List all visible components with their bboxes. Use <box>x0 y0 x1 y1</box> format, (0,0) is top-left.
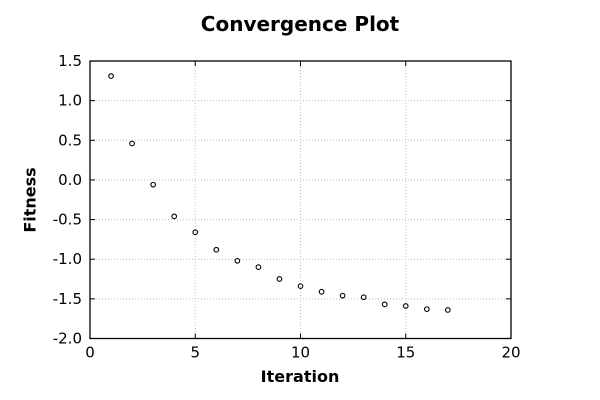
data-point-marker <box>171 213 178 220</box>
chart-title: Convergence Plot <box>200 12 400 36</box>
data-point-marker <box>360 294 367 301</box>
data-point-marker <box>234 257 241 264</box>
data-point-marker <box>445 307 451 313</box>
data-point-marker <box>255 264 262 270</box>
data-point-marker <box>150 181 156 188</box>
x-tick-label: 10 <box>291 344 310 362</box>
y-tick-label: -1.0 <box>53 250 82 268</box>
data-point-marker <box>213 246 220 253</box>
y-tick-label: 1.5 <box>58 52 82 70</box>
x-tick-label: 15 <box>396 344 415 362</box>
x-tick-label: 5 <box>190 344 200 362</box>
y-axis-label-text: Fitness <box>20 167 40 233</box>
data-point-marker <box>129 140 135 147</box>
data-point-marker <box>402 303 409 309</box>
data-point-marker <box>339 292 346 299</box>
data-point-marker <box>381 301 388 308</box>
y-tick-label: 0.0 <box>58 171 82 189</box>
data-point-marker <box>108 73 114 79</box>
y-tick-label: 0.5 <box>58 131 82 149</box>
data-point-marker <box>192 229 199 236</box>
data-point-marker <box>318 288 325 295</box>
data-point-marker <box>297 283 304 290</box>
x-tick-label: 20 <box>501 344 520 362</box>
y-tick-label: -1.5 <box>53 290 82 308</box>
x-axis-label: Iteration <box>260 367 340 386</box>
data-point-marker <box>423 306 430 313</box>
x-tick-label: 0 <box>85 344 95 362</box>
y-tick-label: -2.0 <box>53 330 82 348</box>
y-tick-label: 1.0 <box>58 92 82 110</box>
y-tick-label: -0.5 <box>53 211 82 229</box>
data-point-marker <box>276 276 283 282</box>
